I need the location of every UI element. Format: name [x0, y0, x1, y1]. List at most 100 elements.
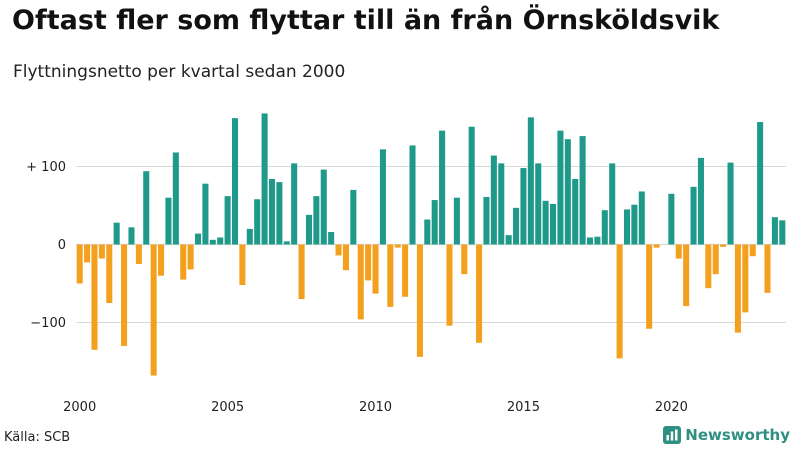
bar [461, 244, 468, 275]
bar [387, 244, 394, 307]
bar [476, 244, 483, 343]
bar [609, 163, 616, 245]
bar [749, 244, 756, 257]
bar [757, 122, 764, 245]
bar [158, 244, 165, 276]
bar [261, 113, 268, 245]
chart-subtitle: Flyttningsnetto per kvartal sedan 2000 [13, 62, 346, 82]
bar [483, 196, 490, 245]
bar [446, 244, 453, 326]
bar [165, 197, 172, 245]
bar [586, 237, 594, 245]
x-axis: 2000 2005 2010 2015 2020 [63, 400, 688, 415]
bar [409, 145, 416, 245]
source-label: Källa: SCB [4, 430, 71, 445]
bar [394, 244, 401, 248]
bar [217, 237, 224, 245]
bar [305, 214, 312, 245]
bar [616, 244, 623, 359]
bar [342, 244, 349, 271]
y-axis: + 100 0 −100 [26, 160, 66, 331]
bar [91, 244, 98, 350]
bar [653, 244, 660, 248]
bar [121, 244, 128, 346]
bar [424, 219, 431, 245]
brand-logo: Newsworthy [663, 426, 790, 444]
y-tick-label: + 100 [26, 160, 66, 175]
bar [291, 163, 298, 245]
bar [195, 233, 202, 245]
bars [76, 113, 786, 376]
bar [187, 244, 194, 270]
bar [202, 183, 209, 245]
bar [527, 117, 534, 245]
x-tick-label: 2020 [655, 400, 688, 415]
bar [535, 163, 542, 245]
bar [564, 139, 571, 245]
bar [734, 244, 741, 333]
bar [98, 244, 105, 259]
bar [601, 210, 608, 245]
y-tick-label: 0 [58, 238, 66, 253]
bar [779, 220, 786, 245]
bar [771, 217, 778, 245]
bar [690, 186, 697, 245]
bar [113, 222, 120, 245]
bar [638, 191, 645, 245]
bar [416, 244, 423, 357]
gridlines [76, 166, 786, 323]
bar [224, 196, 231, 245]
y-tick-label: −100 [30, 316, 66, 331]
bar [572, 178, 579, 245]
bar [727, 162, 734, 245]
bar [84, 244, 91, 263]
bar [180, 244, 187, 280]
bar [668, 193, 675, 245]
bar [468, 126, 475, 245]
bar [594, 236, 601, 245]
bar [357, 244, 364, 320]
chart-title: Oftast fler som flyttar till än från Örn… [12, 5, 720, 36]
bar [143, 171, 150, 245]
bar [135, 244, 142, 264]
bar [646, 244, 653, 329]
bar [254, 199, 261, 245]
bar [623, 209, 631, 245]
bar [498, 163, 505, 245]
bar [335, 244, 342, 256]
bar [439, 130, 446, 245]
bar [579, 136, 586, 245]
bar [712, 244, 719, 275]
bar [372, 244, 379, 294]
bar [675, 244, 682, 259]
bar-chart-logo-icon [663, 426, 682, 444]
x-tick-label: 2015 [507, 400, 540, 415]
bar [513, 207, 520, 245]
bar [268, 178, 276, 245]
bar [313, 196, 320, 245]
bar [542, 200, 549, 245]
bar [764, 244, 771, 293]
x-tick-label: 2010 [359, 400, 392, 415]
bar [631, 204, 638, 245]
bar [683, 244, 690, 307]
bar [550, 203, 557, 245]
brand-name: Newsworthy [685, 426, 790, 444]
bar [106, 244, 113, 303]
bar [172, 152, 179, 245]
bar [298, 244, 305, 300]
bar [76, 244, 83, 284]
bar [365, 244, 372, 281]
x-tick-label: 2005 [211, 400, 244, 415]
bar [520, 168, 527, 245]
bar [320, 169, 327, 245]
bar [231, 118, 239, 245]
bar [402, 244, 409, 297]
bar [557, 130, 564, 245]
bar [209, 239, 216, 245]
bar [505, 235, 512, 245]
bar [431, 200, 438, 245]
bar [350, 189, 357, 245]
bar [150, 244, 157, 376]
